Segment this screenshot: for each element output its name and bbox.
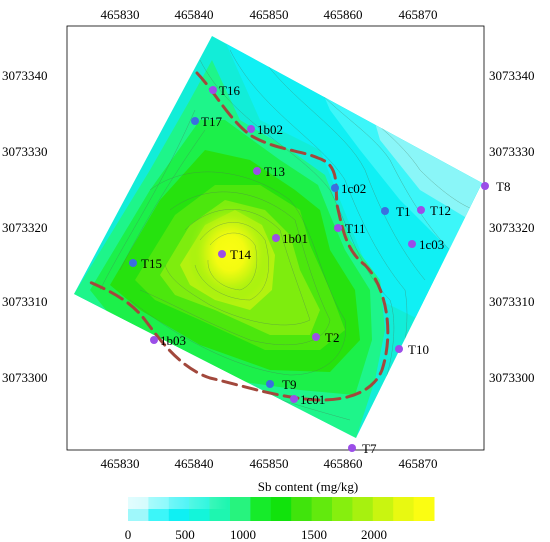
sample-point-t11 xyxy=(334,224,342,232)
sample-label-t15: T15 xyxy=(141,256,162,271)
sample-label-t14: T14 xyxy=(230,247,251,262)
sample-point-1b02 xyxy=(247,125,255,133)
x-tick-top-4: 465870 xyxy=(399,7,438,22)
y-axis-left: 3073340 3073330 3073320 3073310 3073300 xyxy=(2,68,48,385)
y-tick-right-0: 3073340 xyxy=(489,68,535,83)
colorbar-cell xyxy=(311,497,333,521)
sample-point-t17 xyxy=(191,117,199,125)
colorbar-cell xyxy=(230,497,251,521)
sample-label-t1: T1 xyxy=(396,204,410,219)
colorbar-cell xyxy=(413,497,435,521)
y-tick-right-4: 3073300 xyxy=(489,370,535,385)
y-tick-right-2: 3073320 xyxy=(489,220,535,235)
y-tick-left-2: 3073320 xyxy=(2,220,48,235)
x-tick-bottom-0: 465830 xyxy=(101,456,140,471)
colorbar-cell xyxy=(372,497,394,521)
x-tick-bottom-3: 465860 xyxy=(324,456,363,471)
sample-label-t17: T17 xyxy=(201,114,222,129)
sample-point-t10 xyxy=(395,345,403,353)
sample-point-t7 xyxy=(348,444,356,452)
y-tick-right-3: 3073310 xyxy=(489,294,535,309)
boundary-dashed-line xyxy=(83,71,390,402)
sample-point-t15 xyxy=(129,259,137,267)
sample-label-1b01: 1b01 xyxy=(282,231,308,246)
y-tick-right-1: 3073330 xyxy=(489,144,535,159)
colorbar-tick-3: 1500 xyxy=(301,527,327,542)
sample-label-1c03: 1c03 xyxy=(419,237,444,252)
sample-point-t8 xyxy=(481,182,489,190)
sample-point-t13 xyxy=(253,167,261,175)
sample-label-t10: T10 xyxy=(408,342,429,357)
sample-points: T16 T17 1b02 T13 1c02 T1 T12 T8 T11 1c03 1b01 T14 T1… xyxy=(129,83,510,456)
colorbar-tick-1: 500 xyxy=(175,527,195,542)
sample-label-t11: T11 xyxy=(345,221,365,236)
colorbar-cell xyxy=(332,497,353,521)
sample-point-1c01 xyxy=(290,395,298,403)
sample-label-1c01: 1c01 xyxy=(300,392,325,407)
sample-point-1c03 xyxy=(408,240,416,248)
y-tick-left-1: 3073330 xyxy=(2,144,48,159)
sample-label-1c02: 1c02 xyxy=(341,181,366,196)
sample-point-1b03 xyxy=(150,336,158,344)
sample-label-t2: T2 xyxy=(325,330,339,345)
sample-point-t14 xyxy=(218,250,226,258)
colorbar-tick-4: 2000 xyxy=(361,527,387,542)
sample-label-1b02: 1b02 xyxy=(257,122,283,137)
x-axis-top: 465830 465840 465850 465860 465870 xyxy=(101,7,438,22)
x-tick-top-1: 465840 xyxy=(175,7,214,22)
colorbar-cell xyxy=(250,497,272,521)
colorbar-cell xyxy=(291,497,313,521)
sample-point-t9 xyxy=(266,380,274,388)
x-tick-bottom-2: 465850 xyxy=(250,456,289,471)
colorbar-cell xyxy=(352,497,374,521)
colorbar-fade xyxy=(128,497,228,509)
colorbar: Sb content (mg/kg) 0 500 1000 1500 2000 xyxy=(125,479,435,542)
colorbar-cell xyxy=(393,497,415,521)
sample-point-t1 xyxy=(381,207,389,215)
y-tick-left-0: 3073340 xyxy=(2,68,48,83)
colorbar-cell xyxy=(270,497,292,521)
sample-point-1c02 xyxy=(331,184,339,192)
sample-label-1b03: 1b03 xyxy=(160,333,186,348)
y-tick-left-3: 3073310 xyxy=(2,294,48,309)
x-axis-bottom: 465830 465840 465850 465860 465870 xyxy=(101,456,438,471)
colorbar-tick-2: 1000 xyxy=(230,527,256,542)
sample-label-t8: T8 xyxy=(496,179,510,194)
sample-label-t12: T12 xyxy=(430,203,451,218)
sample-point-1b01 xyxy=(272,234,280,242)
sample-label-t9: T9 xyxy=(282,377,296,392)
x-tick-bottom-4: 465870 xyxy=(399,456,438,471)
sample-point-t16 xyxy=(209,86,217,94)
sample-label-t13: T13 xyxy=(264,164,285,179)
colorbar-tick-0: 0 xyxy=(125,527,132,542)
x-tick-top-3: 465860 xyxy=(324,7,363,22)
sample-label-t16: T16 xyxy=(219,83,240,98)
colorbar-title: Sb content (mg/kg) xyxy=(258,479,358,494)
x-tick-top-2: 465850 xyxy=(250,7,289,22)
y-tick-left-4: 3073300 xyxy=(2,370,48,385)
x-tick-bottom-1: 465840 xyxy=(175,456,214,471)
y-axis-right: 3073340 3073330 3073320 3073310 3073300 xyxy=(489,68,535,385)
sample-label-t7: T7 xyxy=(362,441,377,456)
sample-point-t12 xyxy=(417,206,425,214)
sample-point-t2 xyxy=(312,333,320,341)
x-tick-top-0: 465830 xyxy=(101,7,140,22)
